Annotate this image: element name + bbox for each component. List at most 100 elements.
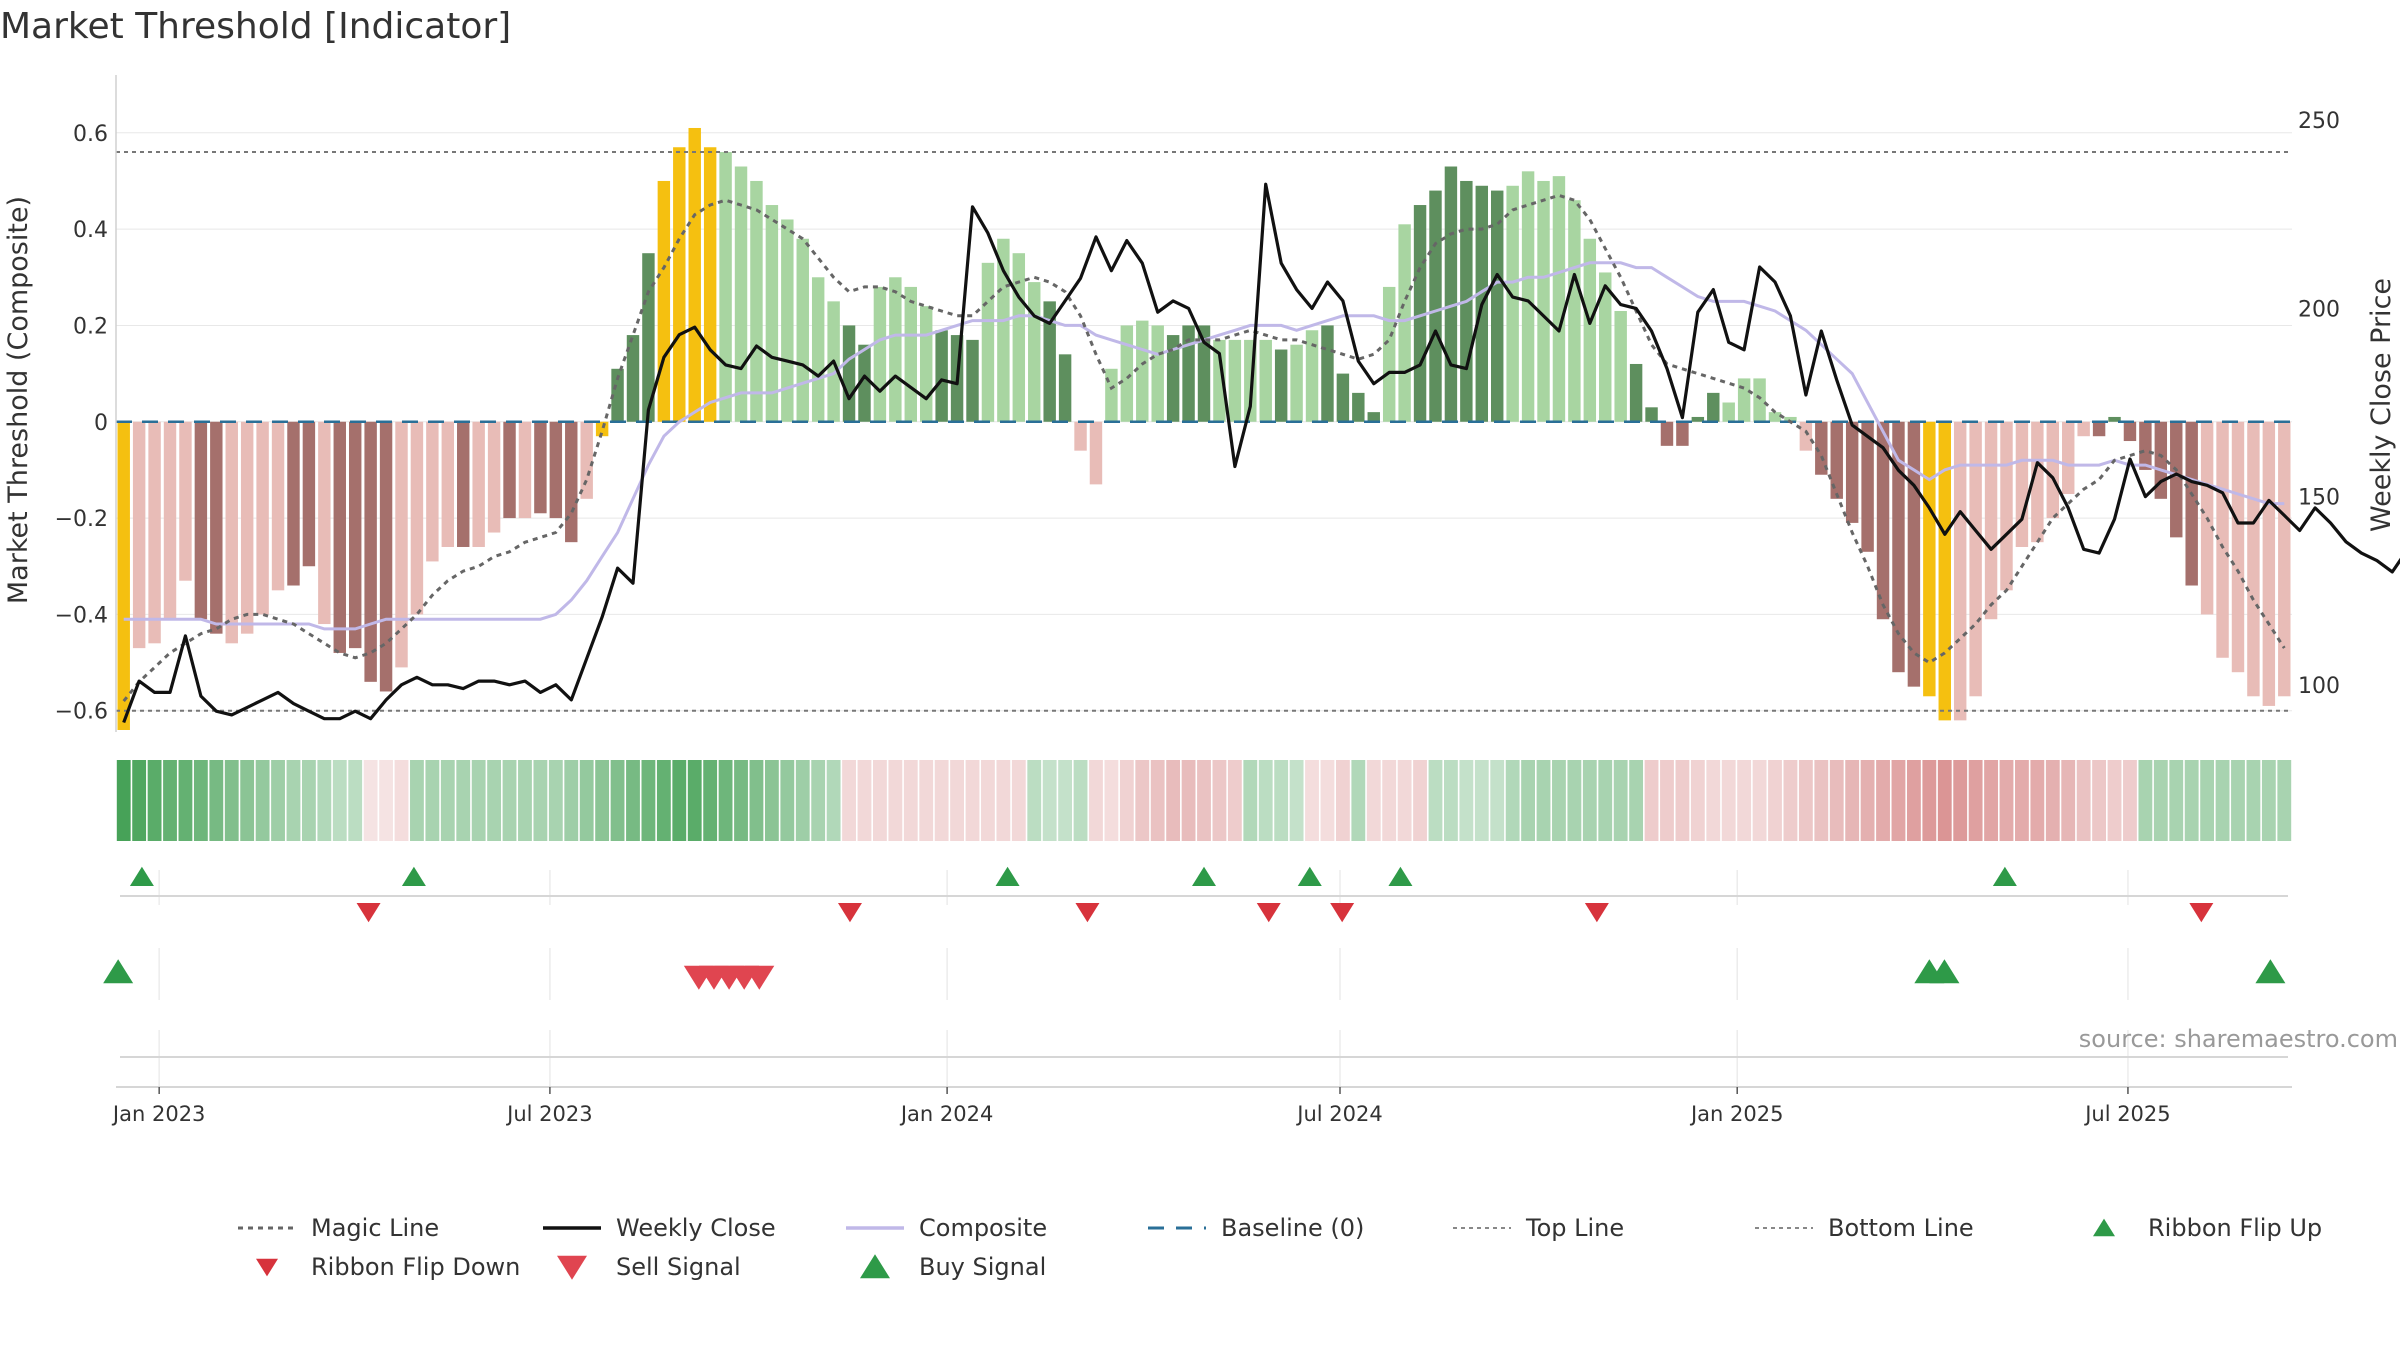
composite-bar [148,421,161,644]
legend-label: Ribbon Flip Down [311,1253,520,1281]
composite-bar [1629,363,1643,422]
x-tick-label: Jan 2023 [111,1102,206,1126]
composite-bar [240,421,254,634]
y-tick-label: 0.4 [73,218,108,243]
composite-bar [796,238,809,422]
composite-bar [904,286,917,422]
composite-bar [2015,421,2029,547]
y2-tick-label: 250 [2298,109,2340,134]
ribbon-cell [1798,760,1813,841]
ribbon-cell [2061,760,2076,841]
buy-signal-marker [2255,959,2286,984]
x-axis: Jan 2023 Jul 2023 Jan 2024 Jul 2024 Jan 2025… [111,1087,2171,1126]
composite-bar [1614,310,1627,422]
composite-bar [1660,421,1674,446]
composite-bar [1784,416,1797,422]
legend-item: Bottom Line [1755,1214,1974,1242]
ribbon-cell [116,760,131,841]
x-tick-label: Jul 2025 [2083,1102,2170,1126]
ribbon-cell [1567,760,1582,841]
sell-signal-marker [744,965,775,990]
composite-bar [2092,421,2106,437]
composite-bar [194,421,208,620]
ribbon-cell [1891,760,1906,841]
x-tick-label: Jul 2024 [1295,1102,1382,1126]
composite-bar [1444,166,1458,422]
composite-bar [1645,407,1658,422]
composite-bar [2262,421,2276,706]
composite-bar [919,306,933,422]
composite-bar [1491,190,1504,422]
composite-bar [1583,238,1597,422]
ribbon-cell [1027,760,1042,841]
ribbon-cell [1258,760,1273,841]
composite-bar [503,421,516,519]
ribbon-cell [317,760,332,841]
ribbon-cell [286,760,301,841]
ribbon-cell [826,760,841,841]
ribbon-cell [1042,760,1057,841]
ribbon-cell [579,760,594,841]
x-tick-label: Jan 2025 [1689,1102,1784,1126]
composite-bar [673,147,686,422]
composite-bar [1568,200,1581,422]
ribbon-cell [410,760,424,841]
ribbon-cell [255,760,270,841]
composite-bar [1197,325,1211,422]
composite-bar [1305,330,1319,422]
composite-bar [1259,339,1272,422]
composite-bar [534,421,547,514]
ribbon-cell [440,760,455,841]
composite-bar [966,339,979,422]
ribbon-cell [1119,760,1134,841]
ribbon-cell [1660,760,1674,841]
chart-title: Market Threshold [Indicator] [0,6,511,47]
ribbon-cell [1351,760,1366,841]
ribbon-cell [626,760,640,841]
ribbon-cell [1860,760,1875,841]
composite-bar [2247,421,2260,697]
composite-bar [1398,224,1411,422]
ribbon-cell [2200,760,2215,841]
ribbon-cell [332,760,347,841]
composite-bar [163,421,177,620]
ribbon-cell [2153,760,2168,841]
ribbon-cell [672,760,687,841]
legend-item: Sell Signal [557,1253,741,1281]
ribbon-cell [1536,760,1551,841]
ribbon-cell [795,760,810,841]
composite-bar [395,421,408,668]
composite-bar [1845,421,1859,523]
composite-bar [2000,421,2013,591]
composite-bar [225,421,238,644]
ribbon-cell [548,760,563,841]
composite-bar [703,147,717,422]
ribbon-cell [1984,760,1998,841]
ribbon-cell [502,760,517,841]
ribbon-flip-up-marker [995,866,1020,886]
axes: 0.6 0.4 0.2 0 −0.2 −0.4 −0.6 250 200 150 100 [55,75,2340,1088]
composite-bar [210,421,223,634]
composite-bar [1969,421,1982,697]
legend-label: Composite [919,1214,1047,1242]
ribbon-cell [1320,760,1335,841]
ribbon-cell [1166,760,1181,841]
composite-bar [472,421,485,547]
y-tick-label: −0.6 [55,700,108,725]
composite-bar [719,152,732,422]
ribbon-cell [2246,760,2261,841]
composite-bar [1537,180,1550,422]
ribbon-cell [718,760,733,841]
composite-bar [1074,421,1087,451]
composite-bar [2031,421,2044,543]
ribbon-cell [1413,760,1427,841]
ribbon-cell [2015,760,2029,841]
legend-item: Weekly Close [543,1214,776,1242]
ribbon-cell [1598,760,1613,841]
ribbon-flip-down-marker [837,903,862,923]
y-tick-label: −0.4 [55,603,108,628]
ribbon-cell [1397,760,1412,841]
ribbon-cell [1783,760,1798,841]
composite-bar [549,421,563,519]
composite-bar [117,421,130,730]
